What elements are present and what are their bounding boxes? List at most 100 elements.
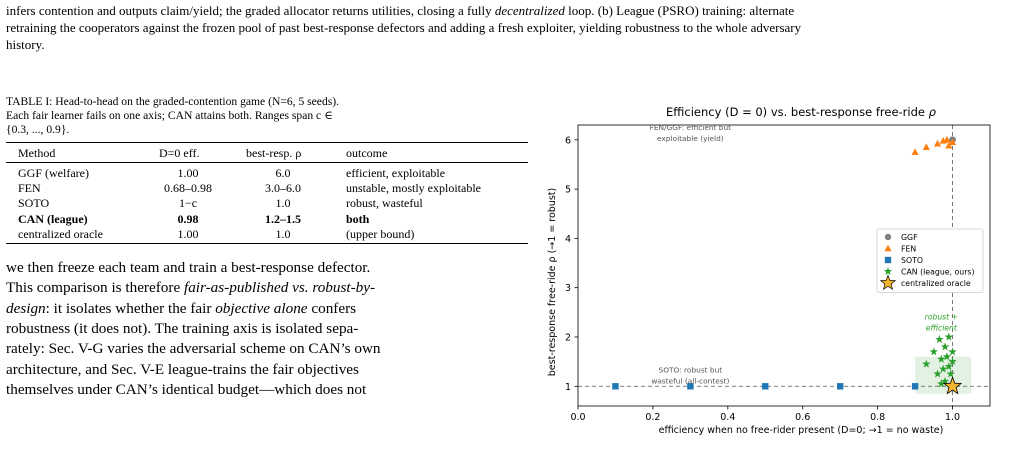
point-can-league-ours	[937, 379, 946, 388]
point-fen	[948, 138, 957, 146]
legend-label: GGF	[901, 233, 918, 242]
table-cell-method: FEN	[18, 181, 41, 196]
legend-marker	[884, 256, 892, 264]
x-tick-label: 0.8	[870, 412, 885, 423]
table-header-method: Method	[18, 146, 56, 160]
point-can-league-ours	[933, 369, 942, 378]
y-tick-label: 4	[565, 234, 571, 245]
legend-box	[876, 228, 984, 293]
legend-marker	[884, 244, 892, 252]
table-header-outcome: outcome	[346, 146, 388, 160]
y-tick-label: 2	[565, 332, 571, 343]
point-can-league-ours	[944, 362, 953, 371]
chart-annotation: exploitable (yield)	[657, 134, 724, 143]
point-soto	[762, 383, 769, 390]
table-cell-eff: 1.00	[177, 166, 199, 180]
y-axis-label: best-response free-ride ρ (→1 = robust)	[547, 188, 558, 376]
point-can-league-ours	[942, 352, 952, 361]
legend-marker	[884, 233, 892, 241]
chart-annotation: wasteful (all-contest)	[651, 376, 729, 385]
legend-label: FEN	[901, 245, 916, 254]
point-can-league-ours	[935, 335, 944, 344]
point-soto	[687, 383, 694, 390]
point-can-league-ours	[940, 376, 950, 385]
point-soto	[612, 383, 619, 390]
table-cell-eff: 1.00	[177, 226, 199, 241]
table-cell-rho: 1.0	[275, 196, 291, 211]
body-text-line: robustness (it does not). The training a…	[6, 319, 359, 337]
plot-frame	[577, 124, 991, 407]
legend-label: CAN (league, ours)	[901, 268, 975, 277]
table-cell-rho: 3.0–6.0	[265, 181, 301, 196]
table-cell-eff: 0.68–0.98	[164, 181, 212, 196]
table-cell-method: centralized oracle	[18, 226, 103, 241]
body-text-line: architecture, and Sec. V-E league-trains…	[6, 360, 359, 378]
point-centralized-oracle	[942, 376, 963, 395]
y-tick-label: 3	[565, 283, 571, 294]
body-text-line: design: it isolates whether the fair obj…	[6, 299, 357, 317]
chart-annotation: SOTO: robust but	[659, 365, 723, 374]
x-tick-label: 0.4	[720, 412, 735, 423]
point-can-league-ours	[940, 342, 950, 351]
point-can-league-ours	[948, 347, 957, 356]
table-cell-eff: 0.98	[177, 211, 199, 226]
table-cell-outcome: efficient, exploitable	[346, 166, 446, 180]
plot-area: 0.0 0.2 0.4 0.6 0.8 1.0 1 2 3 4 5 6 FEN/GGF: efficie…	[565, 123, 991, 423]
point-soto	[836, 383, 844, 390]
body-text-line: rately: Sec. V-G varies the adversarial …	[6, 340, 381, 358]
y-tick-label: 1	[565, 382, 571, 393]
table-caption: TABLE I: Head-to-head on the graded-cont…	[6, 95, 526, 137]
point-fen	[943, 135, 951, 143]
table-bottom-rule	[6, 243, 528, 245]
figure-caption-line-2: retraining the cooperators against the f…	[6, 20, 802, 35]
point-soto	[911, 383, 919, 390]
table-cell-outcome: (upper bound)	[346, 226, 415, 241]
chart-annotation: FEN/GGF: efficient but	[650, 123, 732, 132]
chart-title: Efficiency (D = 0) vs. best-response fre…	[666, 105, 937, 119]
table-cell-rho: 1.0	[275, 226, 291, 241]
table-header-rule	[6, 162, 528, 163]
y-tick-label: 5	[565, 185, 571, 196]
chart-annotation: robust +	[925, 313, 958, 322]
body-text-line: themselves under CAN’s identical budget—…	[6, 380, 367, 398]
point-can-league-ours	[946, 369, 955, 378]
point-fen	[922, 143, 930, 150]
point-can-league-ours	[937, 354, 946, 363]
figure-caption-line-1: infers contention and outputs claim/yiel…	[6, 3, 795, 18]
table-cell-outcome: robust, wasteful	[346, 196, 423, 211]
point-fen	[933, 139, 942, 147]
point-can-league-ours	[944, 332, 953, 341]
body-text-line: we then freeze each team and train a bes…	[6, 259, 371, 276]
chart-legend: GGF FEN SOTO CAN (league, ours) centralized …	[876, 228, 984, 293]
legend-label: SOTO	[901, 256, 923, 265]
table-cell-rho: 6.0	[275, 166, 291, 180]
point-fen	[911, 148, 919, 155]
table-cell-outcome: both	[346, 211, 370, 226]
legend-label: centralized oracle	[901, 279, 971, 288]
x-tick-label: 0.6	[795, 412, 810, 423]
x-axis-label: efficiency when no free-rider present (D…	[659, 425, 944, 436]
table-cell-method: CAN (league)	[18, 211, 88, 226]
table-header-rho: best-resp. ρ	[246, 146, 302, 160]
point-can-league-ours	[922, 359, 931, 368]
scatter-chart: Efficiency (D = 0) vs. best-response fre…	[547, 105, 991, 436]
table-caption-line-3: {0.3, ..., 0.9}.	[6, 123, 70, 136]
x-tick-label: 0.0	[570, 412, 585, 423]
table-top-rule	[6, 142, 528, 144]
table-cell-rho: 1.2–1.5	[265, 211, 301, 226]
table-cell-method: GGF (welfare)	[18, 166, 89, 180]
point-can-league-ours	[929, 347, 938, 356]
table-cell-outcome: unstable, mostly exploitable	[346, 181, 481, 196]
y-tick-label: 6	[565, 135, 571, 146]
figure-caption-line-3: history.	[6, 37, 45, 52]
x-tick-label: 0.2	[645, 412, 660, 423]
body-text-line: This comparison is therefore fair-as-pub…	[6, 279, 376, 297]
point-fen	[945, 141, 953, 149]
legend-marker	[883, 267, 893, 276]
robust-efficient-region	[915, 356, 972, 394]
table-caption-line-1: TABLE I: Head-to-head on the graded-cont…	[6, 95, 340, 108]
point-can-league-ours	[939, 364, 948, 373]
point-can-league-ours	[948, 357, 957, 366]
table-cell-eff: 1−c	[178, 196, 198, 211]
chart-annotation: efficient	[926, 324, 958, 333]
